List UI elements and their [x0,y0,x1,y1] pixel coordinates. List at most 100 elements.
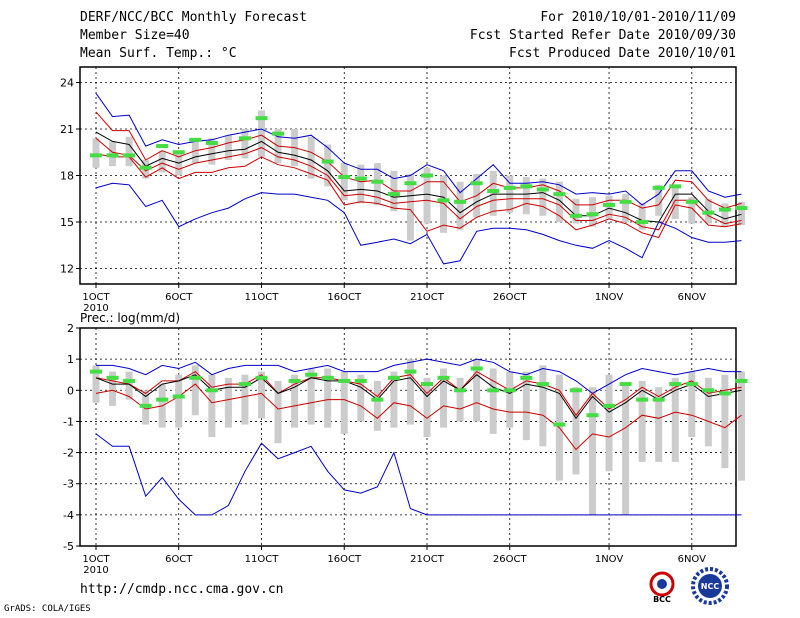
prec-range-bar [291,374,299,428]
prec-x-year-label: 2010 [83,565,108,576]
temp-range-bar [191,139,199,164]
temp-control-marker [189,137,202,142]
prec-control-marker [404,369,417,374]
temp-control-marker [255,116,268,121]
temp-range-bar [605,195,613,219]
prec-control-marker [205,388,218,393]
bcc-logo-ring [649,571,675,597]
prec-y-tick-label: 1 [67,353,74,366]
prec-range-bar [224,377,232,428]
prec-control-marker [603,403,616,408]
prec-control-marker [487,388,500,393]
temp-control-marker [437,198,450,203]
temp-control-marker [338,175,351,180]
temp-range-bar [572,198,580,224]
temp-range-bar [423,167,431,224]
temp-range-bar [224,135,232,160]
prec-control-marker [569,388,582,393]
temp-control-marker [636,220,649,224]
temp-range-bar [688,197,696,224]
prec-range-bar [109,371,117,406]
prec-range-bar [390,371,398,428]
prec-control-marker [536,382,549,387]
temp-range-bar [671,187,679,219]
temp-control-marker [503,185,516,190]
temp-control-marker [487,189,500,193]
prec-range-bar [671,377,679,462]
temp-range-bar [489,170,497,216]
temp-range-bar [324,144,332,187]
prec-control-marker [669,382,682,387]
prec-y-tick-label: -2 [63,447,74,460]
prec-range-bar [258,371,265,419]
prec-range-bar [373,380,381,431]
temp-control-marker [90,153,102,158]
temp-control-marker [106,153,119,158]
temp-range-bar [655,184,663,216]
temp-range-bar [373,163,381,205]
temp-x-tick-label: 21OCT [410,292,445,303]
prec-control-marker [437,375,450,380]
temp-control-marker [470,181,483,186]
temp-range-bar [357,164,365,204]
prec-series-p_upper [95,370,742,417]
prec-y-tick-label: 0 [67,384,74,397]
temp-x-year-label: 2010 [83,303,108,314]
source-url[interactable]: http://cmdp.ncc.cma.gov.cn [80,582,284,597]
prec-range-bar [539,365,547,447]
forecast-produced-date: Fcst Produced Date 2010/10/01 [509,46,736,61]
variable-label: Mean Surf. Temp.: °C [80,46,237,61]
prec-control-marker [636,397,649,402]
temperature-panel: 12 15 18 21 24 1OCT 6OCT 11OCT 16OCT 21OCT 26OCT 1N… [60,66,748,314]
prec-range-bar [655,387,663,462]
prec-x-tick-label: 6OCT [165,554,193,565]
prec-control-marker [90,369,102,374]
temp-control-marker [238,136,251,141]
prec-y-tick-label: -5 [63,540,74,553]
prec-control-marker [371,397,384,402]
prec-x-tick-label: 6NOV [678,554,707,565]
ncc-logo-ring [691,567,729,605]
temp-range-bar [622,194,630,222]
prec-y-tick-label: -1 [63,415,74,428]
prec-control-marker [238,382,251,387]
prec-control-marker [421,382,433,387]
prec-range-bar [274,380,282,444]
temp-range-bar [340,163,348,201]
prec-control-marker [321,375,334,380]
prec-control-marker [123,378,136,383]
prec-control-marker [718,391,731,396]
prec-range-bar [175,374,183,428]
prec-range-bar [440,368,448,428]
temp-x-tick-label: 1OCT [82,292,110,303]
temp-control-marker [520,184,533,189]
prec-series-p_lowest [95,383,742,451]
prec-range-bar [688,371,696,437]
temp-y-tick-label: 18 [60,170,74,183]
prec-range-bar [208,374,216,437]
temp-range-bar [158,150,166,173]
temp-range-bar [456,181,464,230]
temp-control-marker [421,173,433,178]
prec-series-max [96,358,742,394]
prec-control-marker [702,388,715,393]
temp-range-bar [406,173,414,241]
header-left: DERF/NCC/BCC Monthly Forecast Member Size… [80,9,307,63]
prec-control-marker [305,372,318,377]
temp-control-marker [454,199,467,204]
temp-control-marker [603,202,616,207]
prec-x-tick-label: 11OCT [245,554,280,565]
temp-range-bar [307,136,315,179]
temp-control-marker [139,165,152,170]
prec-range-bar [589,387,596,515]
prec-control-marker [255,375,268,380]
temp-range-bar [125,136,133,167]
temp-control-marker [652,185,665,190]
prec-control-marker [156,397,169,402]
prec-range-bar [340,371,348,434]
chart-title: DERF/NCC/BCC Monthly Forecast [80,10,307,25]
temp-control-marker [404,181,417,186]
temp-control-marker [586,212,599,217]
prec-y-tick-label: -3 [63,478,74,491]
temp-control-marker [569,213,582,218]
